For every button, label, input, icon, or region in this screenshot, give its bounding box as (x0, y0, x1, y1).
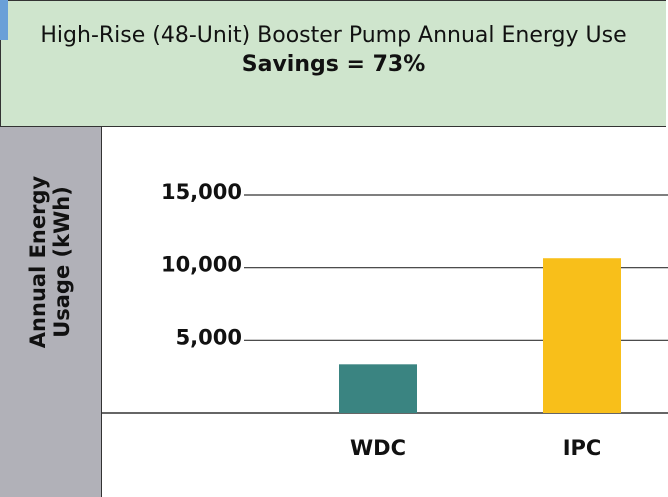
y-tick-label: 5,000 (176, 325, 242, 349)
accent-strip (0, 0, 8, 40)
header: High-Rise (48-Unit) Booster Pump Annual … (0, 0, 666, 127)
chart-title: High-Rise (48-Unit) Booster Pump Annual … (40, 23, 627, 48)
axis-column (0, 127, 102, 497)
x-tick-label: WDC (350, 436, 406, 460)
x-tick-label: IPC (563, 436, 602, 460)
bar (543, 258, 621, 413)
y-tick-label: 10,000 (161, 253, 242, 277)
y-tick-label: 15,000 (161, 180, 242, 204)
bar (339, 364, 417, 413)
chart-subtitle: Savings = 73% (241, 52, 426, 77)
